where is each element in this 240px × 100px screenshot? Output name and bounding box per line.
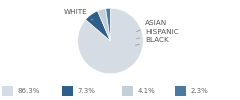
Text: BLACK: BLACK [135,37,168,45]
Wedge shape [98,8,110,41]
Wedge shape [78,8,143,74]
Wedge shape [106,8,110,41]
Text: 86.3%: 86.3% [18,88,40,94]
Text: WHITE: WHITE [64,9,93,20]
Text: 4.1%: 4.1% [138,88,155,94]
Text: HISPANIC: HISPANIC [137,29,179,39]
Text: ASIAN: ASIAN [137,20,167,32]
Text: 2.3%: 2.3% [190,88,208,94]
Wedge shape [85,11,110,41]
Text: 7.3%: 7.3% [78,88,95,94]
